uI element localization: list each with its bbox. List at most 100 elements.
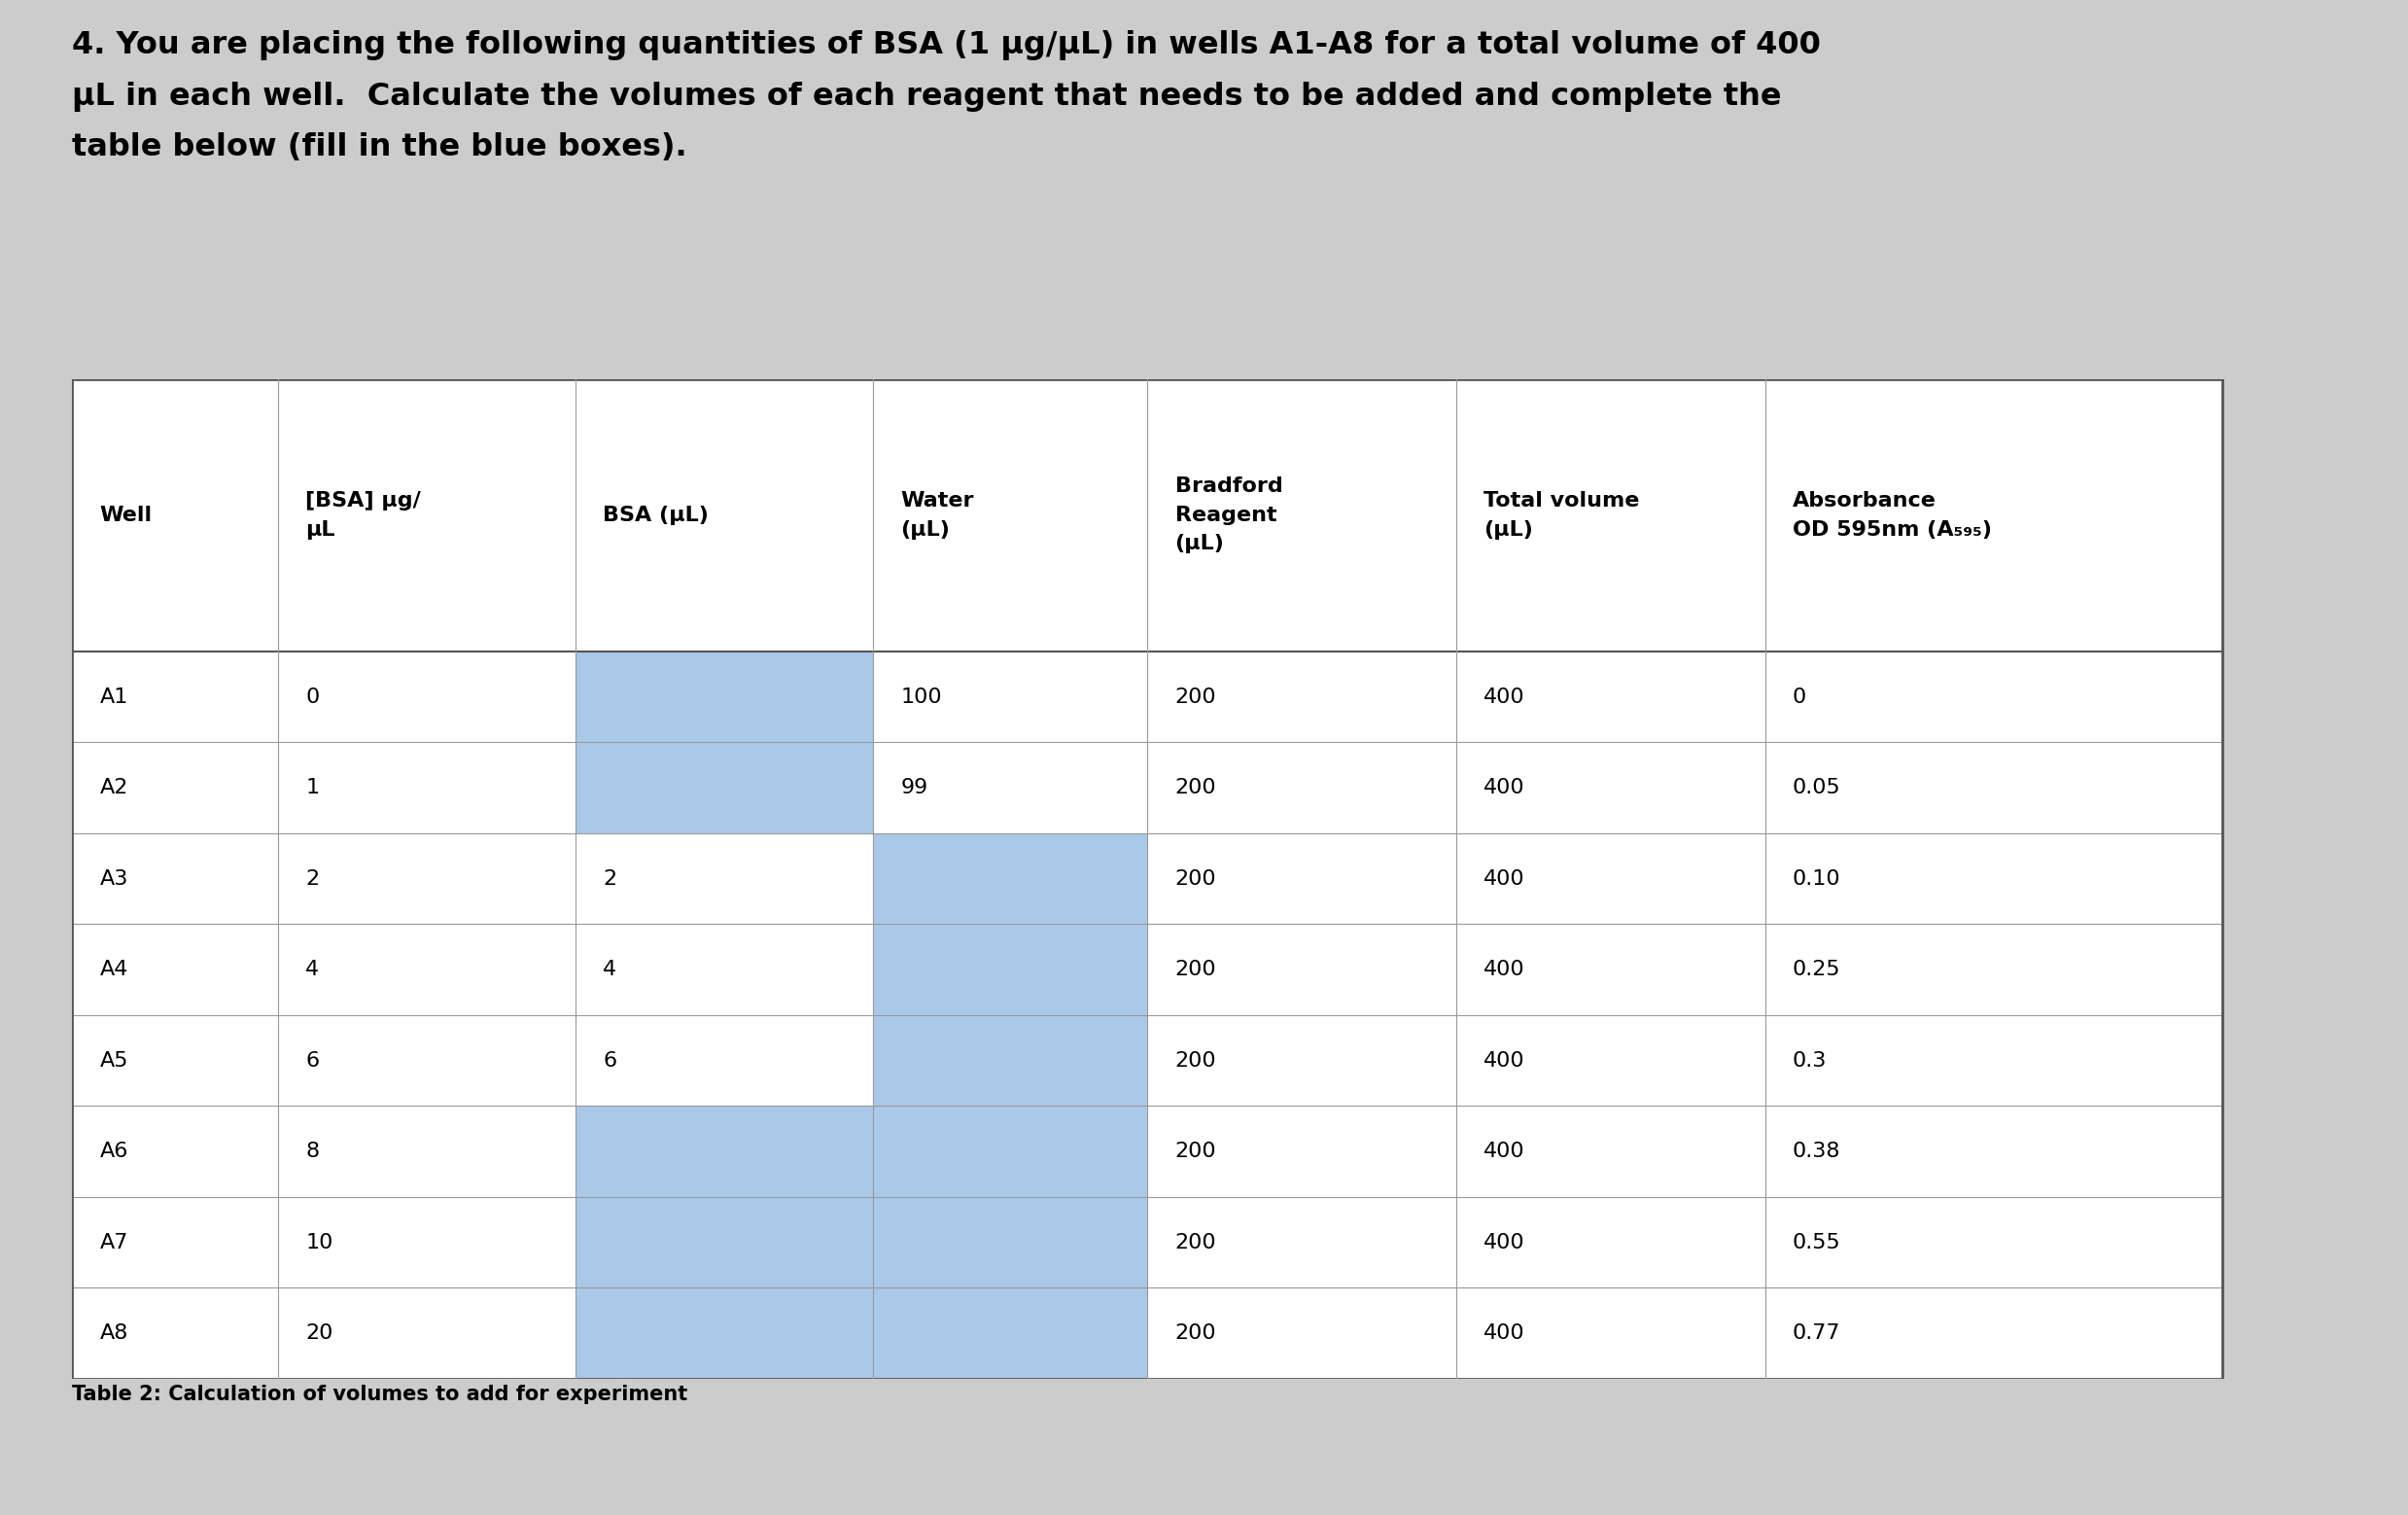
Bar bbox=[1146, 1288, 1457, 1379]
Text: 4. You are placing the following quantities of BSA (1 μg/μL) in wells A1-A8 for : 4. You are placing the following quantit… bbox=[72, 30, 1820, 162]
Text: 2: 2 bbox=[602, 870, 616, 888]
Bar bbox=[872, 1015, 1146, 1106]
Text: A2: A2 bbox=[99, 779, 128, 797]
Text: 20: 20 bbox=[306, 1324, 332, 1342]
Bar bbox=[277, 1015, 576, 1106]
Bar bbox=[1146, 1197, 1457, 1288]
Bar bbox=[1765, 1288, 2223, 1379]
Text: 200: 200 bbox=[1175, 1324, 1216, 1342]
Bar bbox=[576, 833, 872, 924]
Text: 0.3: 0.3 bbox=[1792, 1051, 1828, 1070]
Bar bbox=[72, 651, 277, 742]
Bar bbox=[1765, 1197, 2223, 1288]
Text: Bradford
Reagent
(μL): Bradford Reagent (μL) bbox=[1175, 477, 1283, 553]
Text: 400: 400 bbox=[1483, 870, 1524, 888]
Text: 0.55: 0.55 bbox=[1792, 1233, 1840, 1251]
Text: Absorbance
OD 595nm (A₅₉₅): Absorbance OD 595nm (A₅₉₅) bbox=[1792, 491, 1991, 539]
Text: 400: 400 bbox=[1483, 779, 1524, 797]
Bar bbox=[1457, 742, 1765, 833]
Bar bbox=[1457, 1197, 1765, 1288]
Bar bbox=[277, 651, 576, 742]
Text: A5: A5 bbox=[99, 1051, 128, 1070]
Bar bbox=[1146, 924, 1457, 1015]
Text: 6: 6 bbox=[306, 1051, 320, 1070]
Bar bbox=[576, 742, 872, 833]
Bar bbox=[1457, 651, 1765, 742]
Bar bbox=[277, 1197, 576, 1288]
Text: 10: 10 bbox=[306, 1233, 332, 1251]
Text: 100: 100 bbox=[901, 688, 942, 706]
Text: A1: A1 bbox=[99, 688, 128, 706]
Text: [BSA] μg/
μL: [BSA] μg/ μL bbox=[306, 491, 421, 539]
Text: BSA (μL): BSA (μL) bbox=[602, 506, 708, 524]
Bar bbox=[1146, 742, 1457, 833]
Bar bbox=[576, 651, 872, 742]
Bar bbox=[576, 1015, 872, 1106]
Text: A7: A7 bbox=[99, 1233, 128, 1251]
Text: 200: 200 bbox=[1175, 1142, 1216, 1160]
Text: A4: A4 bbox=[99, 961, 128, 979]
Bar bbox=[277, 742, 576, 833]
Bar bbox=[1765, 924, 2223, 1015]
Bar bbox=[72, 924, 277, 1015]
Bar bbox=[1146, 833, 1457, 924]
Text: 0: 0 bbox=[306, 688, 320, 706]
Text: 400: 400 bbox=[1483, 1233, 1524, 1251]
Bar bbox=[1765, 1015, 2223, 1106]
Bar bbox=[72, 1288, 277, 1379]
Bar bbox=[1457, 924, 1765, 1015]
Text: A3: A3 bbox=[99, 870, 128, 888]
Bar bbox=[72, 1106, 277, 1197]
Text: 0.05: 0.05 bbox=[1792, 779, 1840, 797]
Bar bbox=[1765, 742, 2223, 833]
Text: 400: 400 bbox=[1483, 1051, 1524, 1070]
Bar bbox=[1457, 1288, 1765, 1379]
Bar bbox=[1765, 1106, 2223, 1197]
Text: Well: Well bbox=[99, 506, 152, 524]
Bar bbox=[872, 651, 1146, 742]
Bar bbox=[1457, 833, 1765, 924]
Text: 4: 4 bbox=[602, 961, 616, 979]
Text: 2: 2 bbox=[306, 870, 320, 888]
Text: 400: 400 bbox=[1483, 961, 1524, 979]
Text: Total volume
(μL): Total volume (μL) bbox=[1483, 491, 1640, 539]
Text: Table 2: Calculation of volumes to add for experiment: Table 2: Calculation of volumes to add f… bbox=[72, 1385, 689, 1404]
Text: 400: 400 bbox=[1483, 1142, 1524, 1160]
Text: 8: 8 bbox=[306, 1142, 320, 1160]
Bar bbox=[277, 1288, 576, 1379]
Bar bbox=[1457, 1015, 1765, 1106]
Bar bbox=[872, 833, 1146, 924]
Bar bbox=[277, 1106, 576, 1197]
Bar bbox=[72, 1015, 277, 1106]
Bar bbox=[72, 742, 277, 833]
Bar bbox=[277, 924, 576, 1015]
Text: 99: 99 bbox=[901, 779, 927, 797]
Text: A6: A6 bbox=[99, 1142, 128, 1160]
Text: 400: 400 bbox=[1483, 688, 1524, 706]
Text: 200: 200 bbox=[1175, 779, 1216, 797]
Text: 0.10: 0.10 bbox=[1792, 870, 1840, 888]
Bar bbox=[72, 833, 277, 924]
Text: 200: 200 bbox=[1175, 1051, 1216, 1070]
Bar bbox=[1765, 833, 2223, 924]
Text: 200: 200 bbox=[1175, 688, 1216, 706]
Bar bbox=[277, 833, 576, 924]
Text: 0.77: 0.77 bbox=[1792, 1324, 1840, 1342]
Text: Water
(μL): Water (μL) bbox=[901, 491, 973, 539]
Bar bbox=[72, 1197, 277, 1288]
Bar bbox=[872, 742, 1146, 833]
Text: 6: 6 bbox=[602, 1051, 616, 1070]
Text: 0: 0 bbox=[1792, 688, 1806, 706]
Bar bbox=[1146, 1106, 1457, 1197]
Bar bbox=[872, 924, 1146, 1015]
Bar bbox=[1457, 1106, 1765, 1197]
Bar bbox=[1765, 651, 2223, 742]
Text: A8: A8 bbox=[99, 1324, 128, 1342]
Bar bbox=[1146, 1015, 1457, 1106]
Text: 200: 200 bbox=[1175, 1233, 1216, 1251]
Text: 4: 4 bbox=[306, 961, 320, 979]
Bar bbox=[576, 924, 872, 1015]
Text: 200: 200 bbox=[1175, 870, 1216, 888]
Text: 0.25: 0.25 bbox=[1792, 961, 1840, 979]
Bar bbox=[576, 1197, 872, 1288]
